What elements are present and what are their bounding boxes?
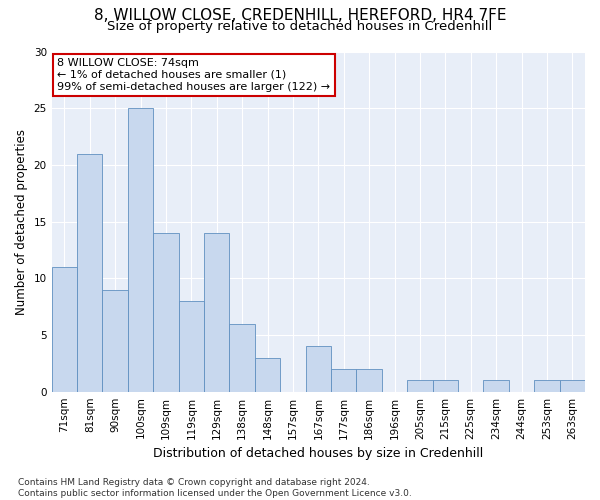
Text: Contains HM Land Registry data © Crown copyright and database right 2024.
Contai: Contains HM Land Registry data © Crown c… [18, 478, 412, 498]
Bar [484, 380, 509, 392]
Text: 8, WILLOW CLOSE, CREDENHILL, HEREFORD, HR4 7FE: 8, WILLOW CLOSE, CREDENHILL, HEREFORD, H… [94, 8, 506, 22]
Bar [331, 369, 356, 392]
Bar [52, 267, 77, 392]
Bar [407, 380, 433, 392]
Text: 8 WILLOW CLOSE: 74sqm
← 1% of detached houses are smaller (1)
99% of semi-detach: 8 WILLOW CLOSE: 74sqm ← 1% of detached h… [57, 58, 330, 92]
Bar [153, 233, 179, 392]
X-axis label: Distribution of detached houses by size in Credenhill: Distribution of detached houses by size … [153, 447, 484, 460]
Bar [534, 380, 560, 392]
Bar [103, 290, 128, 392]
Bar [433, 380, 458, 392]
Bar [77, 154, 103, 392]
Text: Size of property relative to detached houses in Credenhill: Size of property relative to detached ho… [107, 20, 493, 33]
Bar [356, 369, 382, 392]
Bar [179, 301, 204, 392]
Bar [560, 380, 585, 392]
Bar [128, 108, 153, 392]
Bar [229, 324, 255, 392]
Bar [305, 346, 331, 392]
Bar [255, 358, 280, 392]
Y-axis label: Number of detached properties: Number of detached properties [15, 128, 28, 314]
Bar [204, 233, 229, 392]
